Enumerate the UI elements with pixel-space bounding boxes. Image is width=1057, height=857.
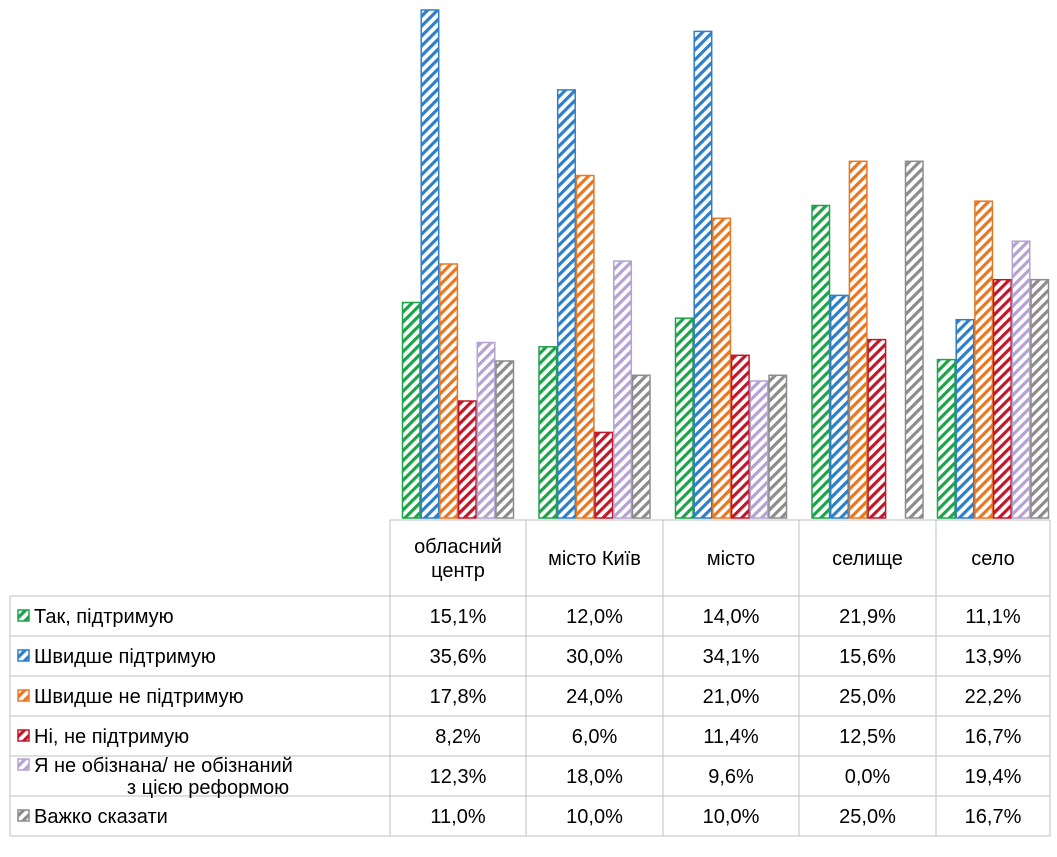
data-cell: 11,4% (703, 726, 758, 748)
data-cell: 21,9% (839, 606, 896, 628)
category-label: село (971, 548, 1014, 570)
bar-s5-c0 (495, 360, 515, 519)
bar-s2-c3 (848, 160, 868, 519)
data-cell: 30,0% (566, 646, 623, 668)
series-label: Швидше не підтримую (34, 686, 244, 708)
category-label: селище (832, 548, 903, 570)
data-cell: 13,9% (965, 646, 1022, 668)
bar-s0-c2 (674, 317, 694, 519)
series-label: Швидше підтримую (34, 646, 216, 668)
series-label: Я не обізнана/ не обізнаний (34, 755, 293, 777)
data-cell: 35,6% (430, 646, 487, 668)
legend-key-2 (17, 689, 30, 702)
bar-s3-c1 (594, 431, 614, 519)
bar-s5-c4 (1030, 278, 1050, 519)
data-cell: 11,0% (430, 806, 485, 828)
category-label: центр (431, 560, 485, 582)
series-label: Так, підтримую (34, 606, 174, 628)
data-cell: 34,1% (703, 646, 760, 668)
bar-s2-c2 (712, 217, 732, 519)
bar-s5-c1 (631, 374, 651, 519)
data-cell: 9,6% (708, 766, 754, 788)
data-cell: 16,7% (965, 806, 1022, 828)
bar-s3-c2 (730, 354, 750, 519)
series-label: з цією реформою (127, 777, 289, 799)
data-cell: 11,1% (965, 606, 1020, 628)
bar-s4-c4 (1011, 240, 1031, 519)
bar-s5-c2 (768, 374, 788, 519)
data-cell: 21,0% (703, 686, 760, 708)
category-label: місто (707, 548, 755, 570)
bar-s0-c3 (811, 204, 831, 519)
bar-s1-c0 (420, 9, 440, 519)
data-cell: 16,7% (965, 726, 1022, 748)
bar-s1-c4 (955, 318, 975, 519)
data-cell: 15,1% (430, 606, 487, 628)
data-cell: 12,5% (839, 726, 896, 748)
data-cell: 8,2% (435, 726, 481, 748)
bar-s1-c2 (693, 30, 713, 519)
data-cell: 25,0% (839, 806, 896, 828)
bar-s5-c3 (904, 160, 924, 519)
bars-layer (401, 9, 1050, 519)
data-cell: 10,0% (566, 806, 623, 828)
data-cell: 0,0% (845, 766, 891, 788)
bar-s0-c4 (936, 358, 956, 519)
data-cell: 12,0% (566, 606, 623, 628)
data-cell: 6,0% (572, 726, 618, 748)
bar-s1-c1 (556, 89, 576, 519)
data-cell: 17,8% (430, 686, 487, 708)
category-label: обласний (414, 536, 502, 558)
bar-s0-c0 (401, 301, 421, 519)
bar-s4-c0 (476, 341, 496, 519)
data-cell: 18,0% (566, 766, 623, 788)
data-cell: 15,6% (839, 646, 896, 668)
series-label: Ні, не підтримую (34, 726, 189, 748)
data-cell: 22,2% (965, 686, 1022, 708)
data-cell: 12,3% (430, 766, 487, 788)
data-cell: 10,0% (703, 806, 760, 828)
data-cell: 19,4% (965, 766, 1022, 788)
bar-s3-c3 (867, 338, 887, 519)
legend-key-5 (17, 809, 30, 822)
bar-s1-c3 (829, 294, 849, 519)
data-cell: 14,0% (703, 606, 760, 628)
bar-s0-c1 (538, 346, 558, 519)
data-cell: 24,0% (566, 686, 623, 708)
bar-s3-c0 (457, 400, 477, 519)
data-cell: 25,0% (839, 686, 896, 708)
bar-s2-c1 (575, 174, 595, 519)
bar-s2-c0 (439, 263, 459, 519)
legend-key-4 (17, 758, 30, 771)
category-label: місто Київ (548, 548, 641, 570)
series-label: Важко сказати (34, 806, 168, 828)
bar-s4-c2 (749, 380, 769, 519)
legend-key-3 (17, 729, 30, 742)
legend-key-1 (17, 649, 30, 662)
bar-s2-c4 (974, 200, 994, 519)
bar-s4-c1 (613, 260, 633, 519)
legend-key-0 (17, 609, 30, 622)
bar-s3-c4 (992, 278, 1012, 519)
